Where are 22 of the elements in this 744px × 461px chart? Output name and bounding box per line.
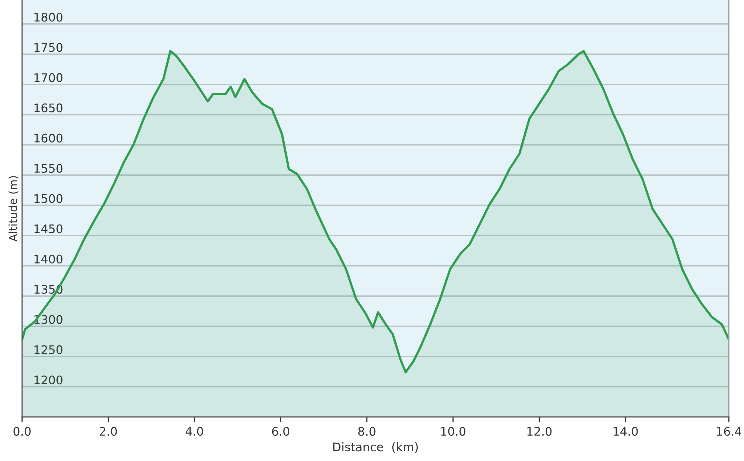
x-tick-label: 16.4 [717,427,742,436]
y-tick-label: 1250 [34,346,63,354]
y-tick-label: 1500 [34,194,63,204]
y-tick-label: 1200 [34,376,63,385]
x-tick-label: 8.0 [358,427,376,436]
x-tick-label: 6.0 [272,427,290,436]
y-axis-title: Altitude (m) [8,176,19,242]
x-tick-label: 12.0 [528,427,552,436]
y-tick-label: 1400 [34,254,63,264]
y-tick-label: 1800 [34,12,63,22]
y-tick-label: 1700 [34,73,63,82]
y-tick-label: 1450 [34,224,63,234]
x-tick-label: 0.0 [14,427,31,436]
y-tick-label: 1600 [34,134,63,143]
x-tick-label: 10.0 [441,427,466,436]
x-axis-title: Distance (km) [334,442,418,454]
x-tick-label: 14.0 [614,427,638,436]
y-tick-label: 1750 [34,43,63,52]
y-tick-label: 1650 [34,104,63,113]
x-tick-label: 2.0 [100,427,118,436]
x-tick-label: 4.0 [186,427,204,436]
y-tick-label: 1550 [34,164,63,174]
